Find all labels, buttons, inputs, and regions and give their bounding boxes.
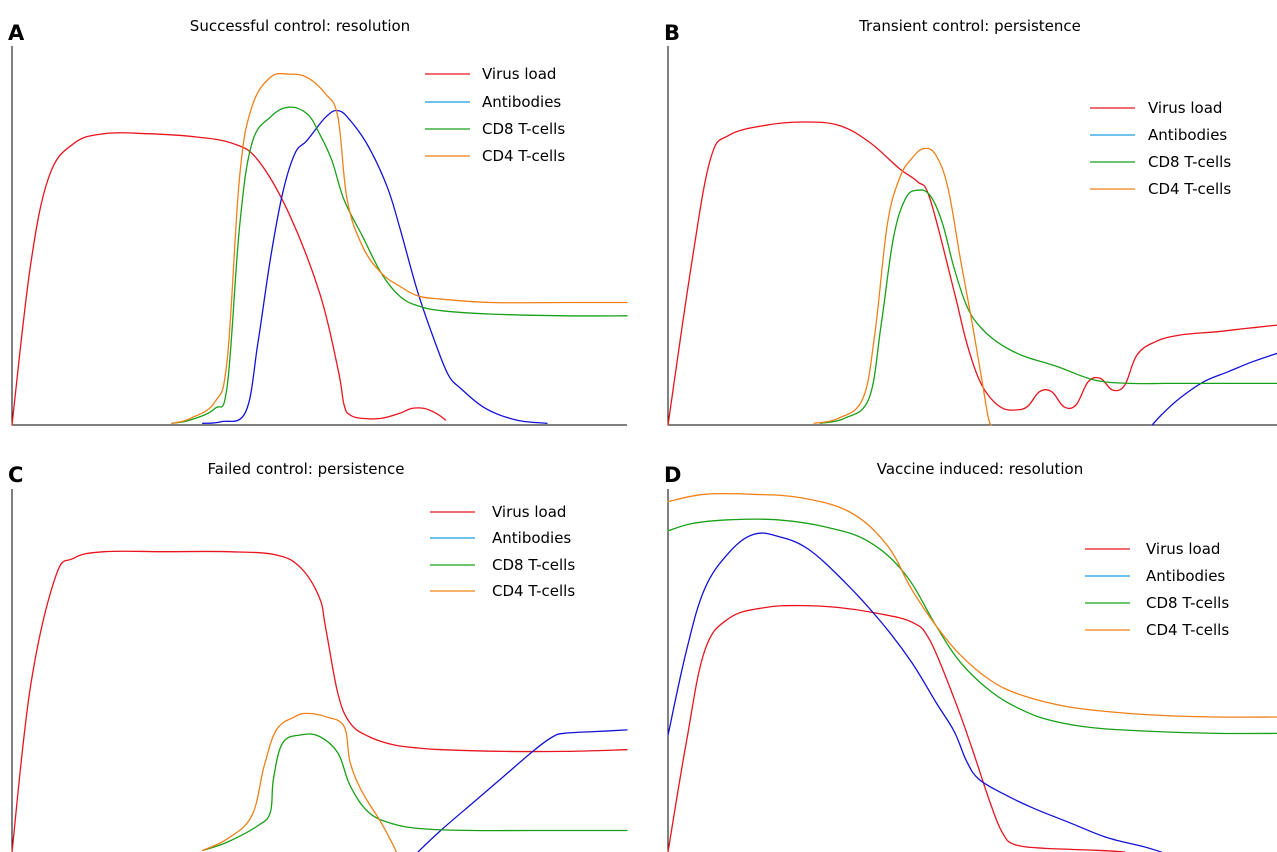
legend-item-antibodies-a: Antibodies [425,93,561,111]
legend-label-cd8-b: CD8 T-cells [1148,153,1231,171]
panel-b: B Transient control: persistence Virus l… [664,17,1277,426]
series-line-cd8-d [667,518,1277,735]
legend-label-virus-c: Virus load [492,503,566,521]
panel-c: C Failed control: persistence Virus load… [8,460,628,852]
legend-label-cd4-c: CD4 T-cells [492,582,575,600]
panel-letter-b: B [664,21,680,45]
legend-item-antibodies-b: Antibodies [1090,126,1227,144]
series-layer-d [667,492,1277,852]
legend-item-cd8-c: CD8 T-cells [430,556,575,574]
legend-b: Virus load Antibodies CD8 T-cells CD4 T-… [1090,99,1231,198]
series-line-cd4-b [813,147,992,426]
legend-label-antibodies-c: Antibodies [492,529,571,547]
legend-item-cd4-b: CD4 T-cells [1090,180,1231,198]
series-line-cd8-b [819,189,1277,424]
legend-item-virus-d: Virus load [1085,540,1220,558]
legend-item-cd8-b: CD8 T-cells [1090,153,1231,171]
legend-item-virus-a: Virus load [425,65,556,83]
series-line-antibodies-b [1151,352,1277,426]
legend-label-cd8-c: CD8 T-cells [492,556,575,574]
legend-label-antibodies-d: Antibodies [1146,567,1225,585]
legend-label-cd4-a: CD4 T-cells [482,147,565,165]
legend-label-cd8-d: CD8 T-cells [1146,594,1229,612]
series-line-cd8-c [202,733,628,852]
legend-d: Virus load Antibodies CD8 T-cells CD4 T-… [1085,540,1229,639]
series-line-virus-c [11,550,628,852]
series-line-virus-b [667,121,1277,426]
panel-letter-a: A [8,21,25,45]
panel-title-c: Failed control: persistence [208,460,405,478]
legend-item-virus-c: Virus load [430,503,566,521]
panel-title-a: Successful control: resolution [190,17,410,35]
series-layer-a [11,72,628,426]
panel-letter-d: D [664,463,681,487]
panel-title-b: Transient control: persistence [858,17,1081,35]
legend-item-cd4-d: CD4 T-cells [1085,621,1229,639]
legend-label-virus-a: Virus load [482,65,556,83]
panel-a: A Successful control: resolution Virus l… [8,17,628,426]
series-layer-c [11,550,628,852]
legend-item-cd4-c: CD4 T-cells [430,582,575,600]
series-line-cd8-a [171,106,628,424]
series-line-cd4-d [667,492,1277,718]
legend-label-virus-d: Virus load [1146,540,1220,558]
legend-label-cd4-d: CD4 T-cells [1146,621,1229,639]
legend-item-antibodies-d: Antibodies [1085,567,1225,585]
legend-label-cd4-b: CD4 T-cells [1148,180,1231,198]
legend-label-cd8-a: CD8 T-cells [482,120,565,138]
series-line-antibodies-c [417,729,628,852]
legend-label-antibodies-a: Antibodies [482,93,561,111]
series-line-cd4-a [171,72,628,424]
legend-item-cd8-d: CD8 T-cells [1085,594,1229,612]
legend-a: Virus load Antibodies CD8 T-cells CD4 T-… [425,65,565,165]
legend-item-cd4-a: CD4 T-cells [425,147,565,165]
legend-label-virus-b: Virus load [1148,99,1222,117]
series-layer-b [667,121,1277,426]
panel-title-d: Vaccine induced: resolution [877,460,1083,478]
legend-c: Virus load Antibodies CD8 T-cells CD4 T-… [430,503,575,600]
legend-item-antibodies-c: Antibodies [430,529,571,547]
legend-item-cd8-a: CD8 T-cells [425,120,565,138]
series-line-cd4-c [202,712,398,852]
series-line-antibodies-d [667,532,1162,852]
series-line-antibodies-a [202,109,548,424]
panel-d: D Vaccine induced: resolution Virus load… [664,460,1277,852]
panel-letter-c: C [8,463,23,487]
series-line-virus-a [11,132,447,426]
legend-item-virus-b: Virus load [1090,99,1222,117]
series-line-virus-d [667,604,1126,852]
legend-label-antibodies-b: Antibodies [1148,126,1227,144]
